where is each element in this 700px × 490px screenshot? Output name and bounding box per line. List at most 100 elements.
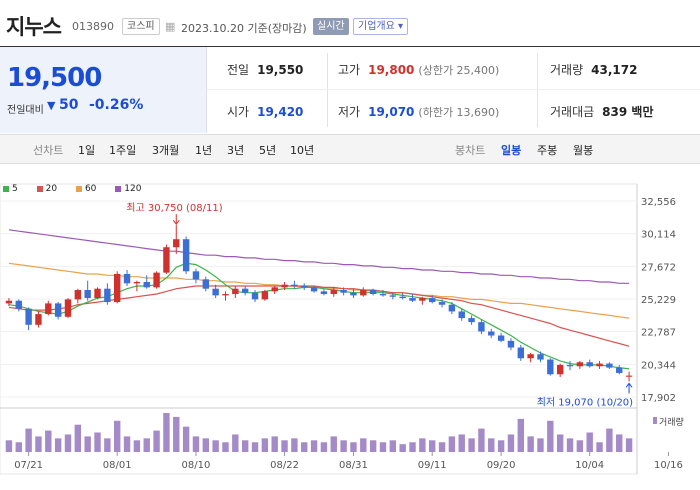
volume-bar [64,434,72,452]
candle-body [261,291,269,300]
volume-bar [84,436,91,452]
candle-body [429,298,436,303]
candle-body [507,340,515,348]
candle-body [202,279,209,289]
candle-body [369,290,377,295]
stat-value: 19,420 [257,105,304,119]
legend-item: 120 [115,184,149,194]
candle-body [596,363,603,367]
legend-item: 60 [75,184,104,194]
ma20-line [8,285,630,347]
candle-body [330,290,337,295]
candle-body [340,290,347,293]
volume-bar [271,436,278,452]
stat-label: 거래량 [550,63,584,77]
candle-body [45,303,52,315]
volume-bar [360,438,367,452]
candle-body [241,288,249,293]
period-3m[interactable]: 3개월 [152,144,180,157]
candle-body [438,302,446,305]
legend-label: 5 [12,184,18,194]
period-10y[interactable]: 10년 [290,144,315,157]
stat-open: 시가 19,420 [227,103,303,120]
period-monthly[interactable]: 월봉 [573,144,594,157]
x-tick-label: 09/11 [418,460,447,471]
volume-bar [576,440,584,452]
volume-bar [45,430,52,452]
candle-body [104,288,111,303]
volume-legend-label: 거래량 [659,416,684,428]
period-1w[interactable]: 1주일 [109,144,137,157]
candle-body [291,284,298,287]
stats-divider [207,89,700,90]
period-1y[interactable]: 1년 [195,144,213,157]
candle-body [94,288,101,299]
market-badge: 코스피 [122,18,160,35]
chevron-down-icon: ▾ [394,21,404,32]
stat-value: 19,070 [368,105,415,119]
volume-bar [192,436,200,452]
volume-bar [104,438,111,452]
volume-bar [35,436,42,452]
volume-bar [616,434,623,452]
candle-body [606,363,613,368]
volume-bar [153,430,160,452]
plot-frame [0,183,638,475]
change-amount: 50 [59,97,79,113]
volume-bar [15,442,22,452]
change-label: 전일대비 [7,105,44,116]
y-tick-label: 20,344 [641,360,676,371]
candle-body [123,273,131,284]
realtime-button[interactable]: 실시간 [313,18,349,35]
candle-body [222,294,229,296]
period-3y[interactable]: 3년 [227,144,245,157]
volume-bar [438,442,446,452]
volume-bar [251,442,259,452]
period-daily[interactable]: 일봉 [501,144,522,157]
price-chart[interactable]: 32,556 30,114 27,672 25,229 22,787 20,344 17,9… [0,164,700,490]
candle-body [271,287,278,292]
volume-bar [202,438,209,452]
volume-bar [5,440,13,452]
volume-bar [488,438,495,452]
candle-body [5,300,13,304]
company-overview-dropdown[interactable]: 기업개요 ▾ [353,18,409,35]
candle-body [478,322,485,332]
volume-bar [606,428,613,452]
candle-body [143,282,150,288]
volume-bar [379,442,387,452]
candle-chart-label[interactable]: 봉차트 [455,144,486,157]
stat-label: 고가 [338,63,361,77]
candle-body [537,354,544,360]
candle-body [419,298,426,301]
chart-toolbar: 선차트 1일 1주일 3개월 1년 3년 5년 10년 봉차트 일봉 주봉 월봉 [0,134,700,164]
line-chart-label[interactable]: 선차트 [33,144,64,157]
stat-amount: 거래대금 839 백만 [550,103,653,120]
candle-body [35,314,42,325]
volume-bar [281,440,288,452]
period-5y[interactable]: 5년 [259,144,277,157]
high-annotation: 최고 30,750 (08/11) [126,202,222,214]
volume-bar [232,434,239,452]
candle-body [153,272,160,288]
stat-sub: (상한가 25,400) [418,64,500,77]
candle-body [547,359,554,375]
stat-value: 839 백만 [602,105,654,119]
volume-bar [261,438,269,452]
volume-bar [448,436,456,452]
volume-bar [566,438,574,452]
period-1d[interactable]: 1일 [78,144,96,157]
candle-body [360,290,367,296]
candle-body [556,364,564,375]
volume-bar [143,438,150,452]
period-weekly[interactable]: 주봉 [537,144,558,157]
legend-item: 20 [36,184,65,194]
candle-body [74,290,82,300]
stat-sub: (하한가 13,690) [418,106,500,119]
x-tick-label: 08/31 [339,460,368,471]
y-tick-label: 30,114 [641,230,676,241]
candle-body [576,362,584,367]
ma60-line [8,262,630,319]
x-tick-label: 09/20 [487,460,516,471]
volume-bar [74,424,82,452]
